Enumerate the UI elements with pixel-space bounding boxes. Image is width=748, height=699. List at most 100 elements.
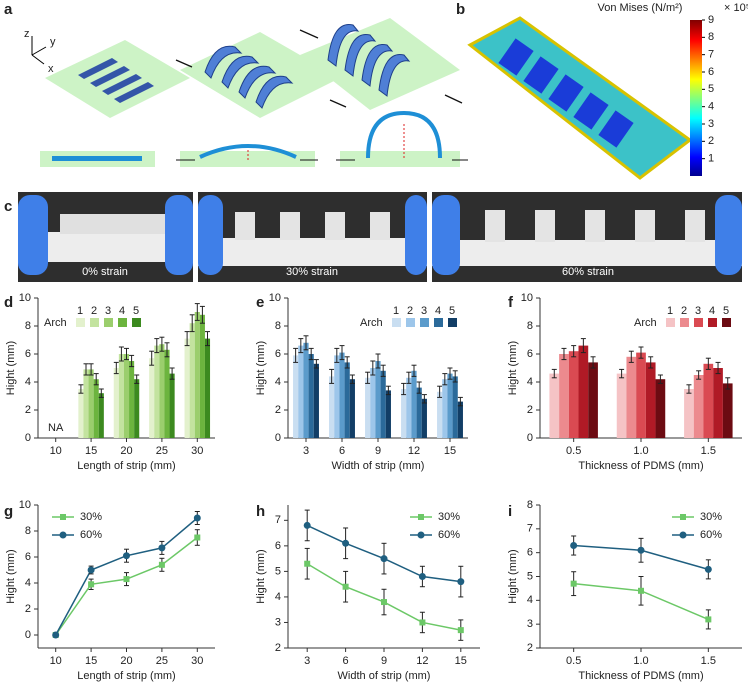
legend-label: 3 bbox=[695, 305, 701, 317]
y-tick-label: 2 bbox=[25, 404, 31, 416]
photo-label: 0% strain bbox=[82, 266, 128, 278]
legend-label: 3 bbox=[105, 305, 111, 317]
y-tick-label: 10 bbox=[521, 292, 533, 304]
x-axis-label: Width of strip (mm) bbox=[332, 460, 425, 472]
x-tick-label: 9 bbox=[375, 445, 381, 457]
bar bbox=[411, 370, 417, 438]
x-axis-label: Length of strip (mm) bbox=[77, 460, 175, 472]
y-tick-label: 0 bbox=[25, 629, 31, 641]
bar bbox=[313, 363, 319, 438]
colorbar-tick-label: 3 bbox=[708, 118, 714, 130]
bar bbox=[703, 363, 714, 438]
bar bbox=[684, 389, 694, 438]
colorbar-tick-label: 9 bbox=[708, 14, 714, 26]
marker bbox=[457, 578, 465, 586]
bar bbox=[437, 391, 443, 438]
x-tick-label: 9 bbox=[381, 655, 387, 667]
bar bbox=[559, 354, 569, 438]
marker bbox=[570, 580, 577, 587]
axis-label: y bbox=[50, 36, 56, 48]
bar bbox=[194, 312, 200, 438]
bar bbox=[189, 323, 195, 438]
x-tick-label: 1.0 bbox=[633, 655, 648, 667]
x-axis-label: Length of strip (mm) bbox=[77, 670, 175, 682]
panel-label: a bbox=[4, 1, 13, 18]
legend-swatch bbox=[406, 318, 415, 327]
colorbar-tick-label: 8 bbox=[708, 31, 714, 43]
y-tick-label: 5 bbox=[527, 570, 533, 582]
legend-label: 2 bbox=[681, 305, 687, 317]
colorbar-title: Von Mises (N/m²) bbox=[598, 2, 683, 14]
bar bbox=[380, 370, 386, 438]
legend-title: Arch bbox=[360, 317, 383, 329]
legend-label: 2 bbox=[91, 305, 97, 317]
legend-label: 1 bbox=[667, 305, 673, 317]
marker bbox=[704, 565, 712, 573]
bar bbox=[447, 373, 453, 438]
x-tick-label: 20 bbox=[120, 655, 132, 667]
y-tick-label: 6 bbox=[25, 348, 31, 360]
bar bbox=[83, 369, 89, 438]
y-tick-label: 10 bbox=[269, 292, 281, 304]
y-tick-label: 6 bbox=[527, 547, 533, 559]
x-tick-label: 30 bbox=[191, 445, 203, 457]
panel-b-illustration: b Von Mises (N/m²) × 10⁵ bbox=[456, 1, 748, 180]
x-tick-label: 10 bbox=[50, 655, 62, 667]
y-tick-label: 8 bbox=[25, 525, 31, 537]
panel-c-photos: c 0% strain 30% strain 60% strain bbox=[4, 192, 742, 282]
bar bbox=[616, 373, 627, 438]
bar bbox=[385, 390, 391, 438]
annotation: NA bbox=[48, 422, 64, 434]
photo-label: 60% strain bbox=[562, 266, 614, 278]
x-tick-label: 0.5 bbox=[566, 445, 581, 457]
x-tick-label: 20 bbox=[120, 445, 132, 457]
legend-label: 5 bbox=[723, 305, 729, 317]
colorbar-tick-label: 7 bbox=[708, 49, 714, 61]
bar bbox=[184, 338, 190, 438]
legend-label: 30% bbox=[700, 511, 722, 523]
y-axis-label: Hight (mm) bbox=[255, 549, 267, 603]
bar bbox=[199, 314, 205, 438]
x-tick-label: 15 bbox=[455, 655, 467, 667]
y-axis-label: Hight (mm) bbox=[507, 549, 519, 603]
marker bbox=[418, 573, 426, 580]
legend-label: 30% bbox=[438, 511, 460, 523]
bar bbox=[329, 376, 335, 438]
legend-label: 3 bbox=[421, 305, 427, 317]
legend-label: 5 bbox=[133, 305, 139, 317]
x-tick-label: 6 bbox=[339, 445, 345, 457]
legend-marker bbox=[679, 531, 687, 539]
y-tick-label: 4 bbox=[275, 376, 281, 388]
marker bbox=[380, 555, 388, 563]
y-axis-label: Hight (mm) bbox=[5, 549, 17, 603]
bar bbox=[457, 401, 463, 438]
marker bbox=[123, 576, 130, 583]
legend-swatch bbox=[722, 318, 731, 327]
marker bbox=[342, 539, 350, 547]
bar bbox=[118, 354, 124, 438]
colorbar bbox=[690, 20, 702, 176]
legend-label: 5 bbox=[449, 305, 455, 317]
bar bbox=[722, 383, 733, 438]
bar bbox=[308, 354, 314, 438]
bar bbox=[406, 377, 412, 438]
x-tick-label: 12 bbox=[416, 655, 428, 667]
legend-label: 4 bbox=[435, 305, 441, 317]
legend-label: 60% bbox=[80, 529, 102, 541]
x-tick-label: 0.5 bbox=[566, 655, 581, 667]
y-tick-label: 8 bbox=[527, 499, 533, 511]
y-tick-label: 8 bbox=[527, 320, 533, 332]
bar bbox=[98, 393, 104, 438]
bar bbox=[375, 361, 381, 438]
marker bbox=[570, 542, 578, 550]
legend-label: 1 bbox=[77, 305, 83, 317]
legend-swatch bbox=[708, 318, 717, 327]
colorbar-scale: × 10⁵ bbox=[724, 2, 748, 14]
marker bbox=[637, 546, 645, 554]
bar bbox=[442, 379, 448, 438]
x-tick-label: 30 bbox=[191, 655, 203, 667]
x-tick-label: 25 bbox=[156, 655, 168, 667]
marker bbox=[52, 631, 60, 639]
axis-label: x bbox=[48, 63, 54, 75]
bar bbox=[568, 351, 579, 438]
